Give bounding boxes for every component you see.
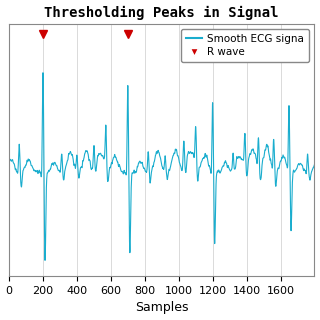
X-axis label: Samples: Samples [135, 301, 188, 315]
Legend: Smooth ECG signa, R wave: Smooth ECG signa, R wave [181, 29, 309, 62]
Title: Thresholding Peaks in Signal: Thresholding Peaks in Signal [44, 5, 279, 20]
